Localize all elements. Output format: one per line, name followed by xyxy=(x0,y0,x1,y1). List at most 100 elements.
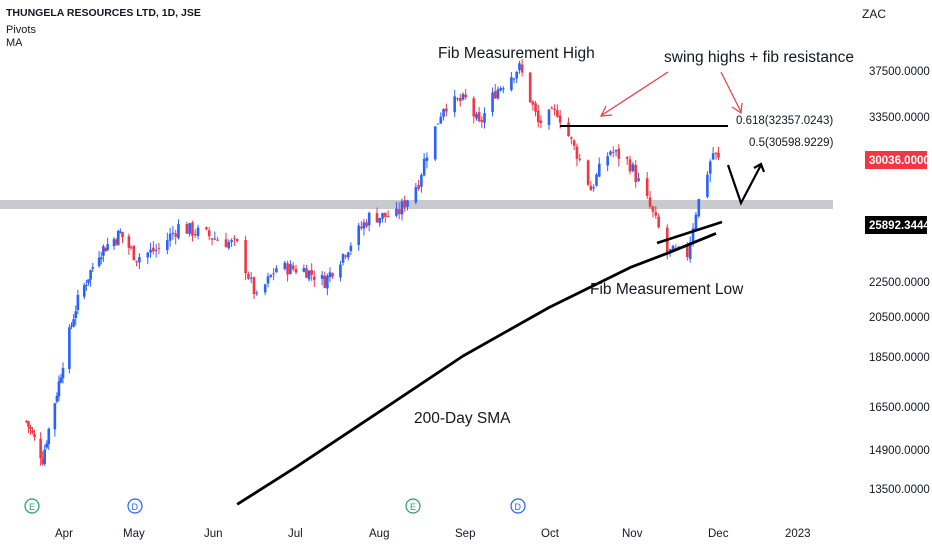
candle-body xyxy=(717,152,720,158)
candle-body xyxy=(152,247,155,252)
x-tick-label: Jun xyxy=(204,528,223,540)
dividend-marker-icon[interactable]: D xyxy=(510,498,526,514)
candle-body xyxy=(168,233,172,241)
candle-body xyxy=(55,395,59,402)
x-axis[interactable]: Apr May Jun Jul Aug Sep Oct Nov Dec 2023 xyxy=(55,528,811,540)
dividend-marker-icon[interactable]: D xyxy=(127,498,143,514)
candle-body xyxy=(210,238,214,240)
candle-body xyxy=(121,231,124,238)
candle-body xyxy=(414,187,418,203)
candle-body xyxy=(171,232,175,235)
earnings-marker-icon[interactable]: E xyxy=(405,498,421,514)
candle-body xyxy=(496,89,500,99)
candle-body xyxy=(99,257,103,260)
indicator-label[interactable]: Pivots xyxy=(6,24,36,36)
candle-body xyxy=(269,274,273,277)
candle-body xyxy=(41,458,44,465)
candle-body xyxy=(499,88,502,91)
x-tick-label: Dec xyxy=(708,528,729,540)
candle-body xyxy=(255,292,259,294)
candle-body xyxy=(464,94,467,98)
candle-body xyxy=(76,294,80,310)
candle-body xyxy=(323,275,327,288)
candle-body xyxy=(688,242,692,259)
candle-body xyxy=(539,120,543,123)
candle-body xyxy=(510,77,513,91)
candle-body xyxy=(154,249,158,251)
x-tick-label: May xyxy=(123,528,145,540)
candle-body xyxy=(528,72,532,103)
svg-text:E: E xyxy=(410,502,416,512)
candle-body xyxy=(572,140,576,146)
candle-body xyxy=(657,216,660,228)
support-level-text: 25892.3444 xyxy=(869,220,930,232)
svg-text:E: E xyxy=(29,502,35,512)
candle-body xyxy=(320,275,324,279)
candle-body xyxy=(263,284,267,293)
candle-body xyxy=(491,92,494,113)
candle-body xyxy=(135,260,138,262)
candle-body xyxy=(70,325,73,327)
y-tick-label: 37500.0000 xyxy=(869,66,930,78)
candle-body xyxy=(422,158,426,176)
candle-body xyxy=(207,230,211,237)
sma-label: 200-Day SMA xyxy=(414,410,511,427)
candle-body xyxy=(112,239,116,247)
candle-body xyxy=(711,153,715,160)
candle-body xyxy=(609,151,612,155)
candle-body xyxy=(671,245,675,251)
event-markers[interactable]: E D E D xyxy=(24,498,526,514)
indicator-label[interactable]: MA xyxy=(6,37,23,49)
candle-body xyxy=(553,108,556,110)
candle-body xyxy=(493,91,497,99)
candle-body xyxy=(294,269,298,273)
candle-body xyxy=(645,178,649,196)
earnings-marker-icon[interactable]: E xyxy=(24,498,40,514)
support-zone-band xyxy=(0,200,833,209)
candle-body xyxy=(375,213,379,223)
candle-body xyxy=(74,311,78,319)
candle-body xyxy=(289,264,292,275)
candle-body xyxy=(227,242,231,249)
candle-body xyxy=(631,164,635,172)
svg-text:D: D xyxy=(515,502,522,512)
y-axis[interactable]: 37500.0000 33500.0000 22500.0000 20500.0… xyxy=(869,66,930,496)
candle-body xyxy=(302,268,306,272)
candle-body xyxy=(114,239,118,244)
candle-body xyxy=(547,109,551,125)
candle-body xyxy=(586,160,590,185)
candle-body xyxy=(272,273,275,275)
candle-body xyxy=(174,233,177,237)
y-tick-label: 13500.0000 xyxy=(869,484,930,496)
candle-body xyxy=(578,158,582,160)
candle-body xyxy=(59,377,63,383)
x-tick-label: Jul xyxy=(288,528,303,540)
y-tick-label: 14900.0000 xyxy=(869,445,930,457)
projection-arrow xyxy=(726,164,762,206)
candle-body xyxy=(33,434,36,438)
candle-body xyxy=(595,174,598,186)
candle-body xyxy=(357,225,361,245)
candle-body xyxy=(244,240,247,274)
fib-05-label: 0.5(30598.9229) xyxy=(749,137,834,149)
candle-body xyxy=(708,161,712,174)
x-tick-label: Aug xyxy=(369,528,389,540)
candle-body xyxy=(328,272,332,278)
candle-body xyxy=(714,152,718,154)
candle-body xyxy=(453,96,456,113)
candle-body xyxy=(518,63,521,71)
candle-body xyxy=(305,268,308,278)
candle-body xyxy=(247,273,250,279)
candle-body xyxy=(397,209,401,215)
candle-body xyxy=(570,137,573,139)
candle-body xyxy=(132,245,136,261)
candle-body xyxy=(458,98,462,102)
candle-body xyxy=(502,88,505,90)
candle-body xyxy=(27,421,30,427)
candle-body xyxy=(97,257,101,266)
candle-body xyxy=(283,262,287,269)
y-tick-label: 22500.0000 xyxy=(869,277,930,289)
candle-body xyxy=(104,248,107,252)
support-level-badge xyxy=(865,216,927,234)
